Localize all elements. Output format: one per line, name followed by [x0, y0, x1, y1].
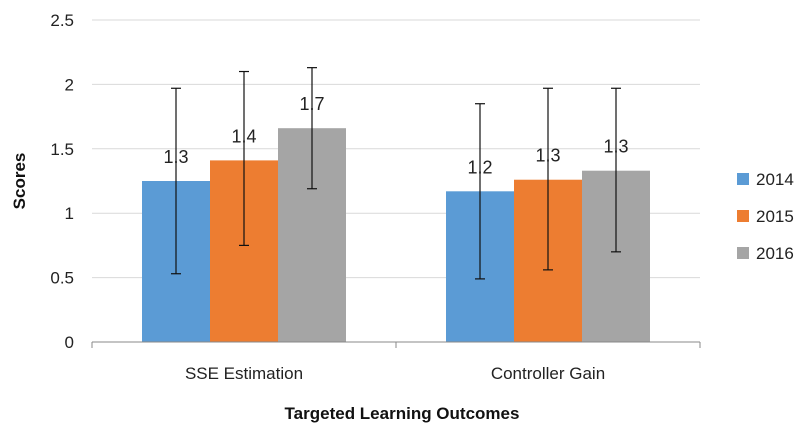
error-bars: [171, 67, 621, 280]
data-label: 1.4: [231, 126, 256, 146]
data-label: 1.7: [299, 94, 324, 114]
y-tick-label: 2: [65, 75, 74, 94]
legend-swatch: [737, 210, 749, 222]
legend-label: 2016: [756, 244, 794, 263]
y-tick-label: 1: [65, 204, 74, 223]
data-label: 1.3: [603, 137, 628, 157]
legend-swatch: [737, 247, 749, 259]
bars: [142, 128, 650, 342]
data-label: 1.3: [163, 147, 188, 167]
y-tick-label: 2.5: [50, 11, 74, 30]
y-axis-title: Scores: [10, 153, 29, 210]
legend: 2014 2015 2016: [737, 170, 794, 263]
data-label: 1.3: [535, 146, 560, 166]
x-axis-title: Targeted Learning Outcomes: [285, 404, 520, 423]
data-label: 1.2: [467, 157, 492, 177]
y-tick-label: 1.5: [50, 140, 74, 159]
legend-swatch: [737, 173, 749, 185]
y-tick-label: 0.5: [50, 269, 74, 288]
x-tick-label: Controller Gain: [491, 364, 605, 383]
axes: 0 0.5 1 1.5 2 2.5 SSE Estimation Controller Gai…: [50, 11, 701, 383]
y-tick-label: 0: [65, 333, 74, 352]
data-labels: 1.3 1.4 1.7 1.2 1.3 1.3: [163, 94, 628, 177]
legend-label: 2014: [756, 170, 794, 189]
legend-label: 2015: [756, 207, 794, 226]
x-tick-label: SSE Estimation: [185, 364, 303, 383]
